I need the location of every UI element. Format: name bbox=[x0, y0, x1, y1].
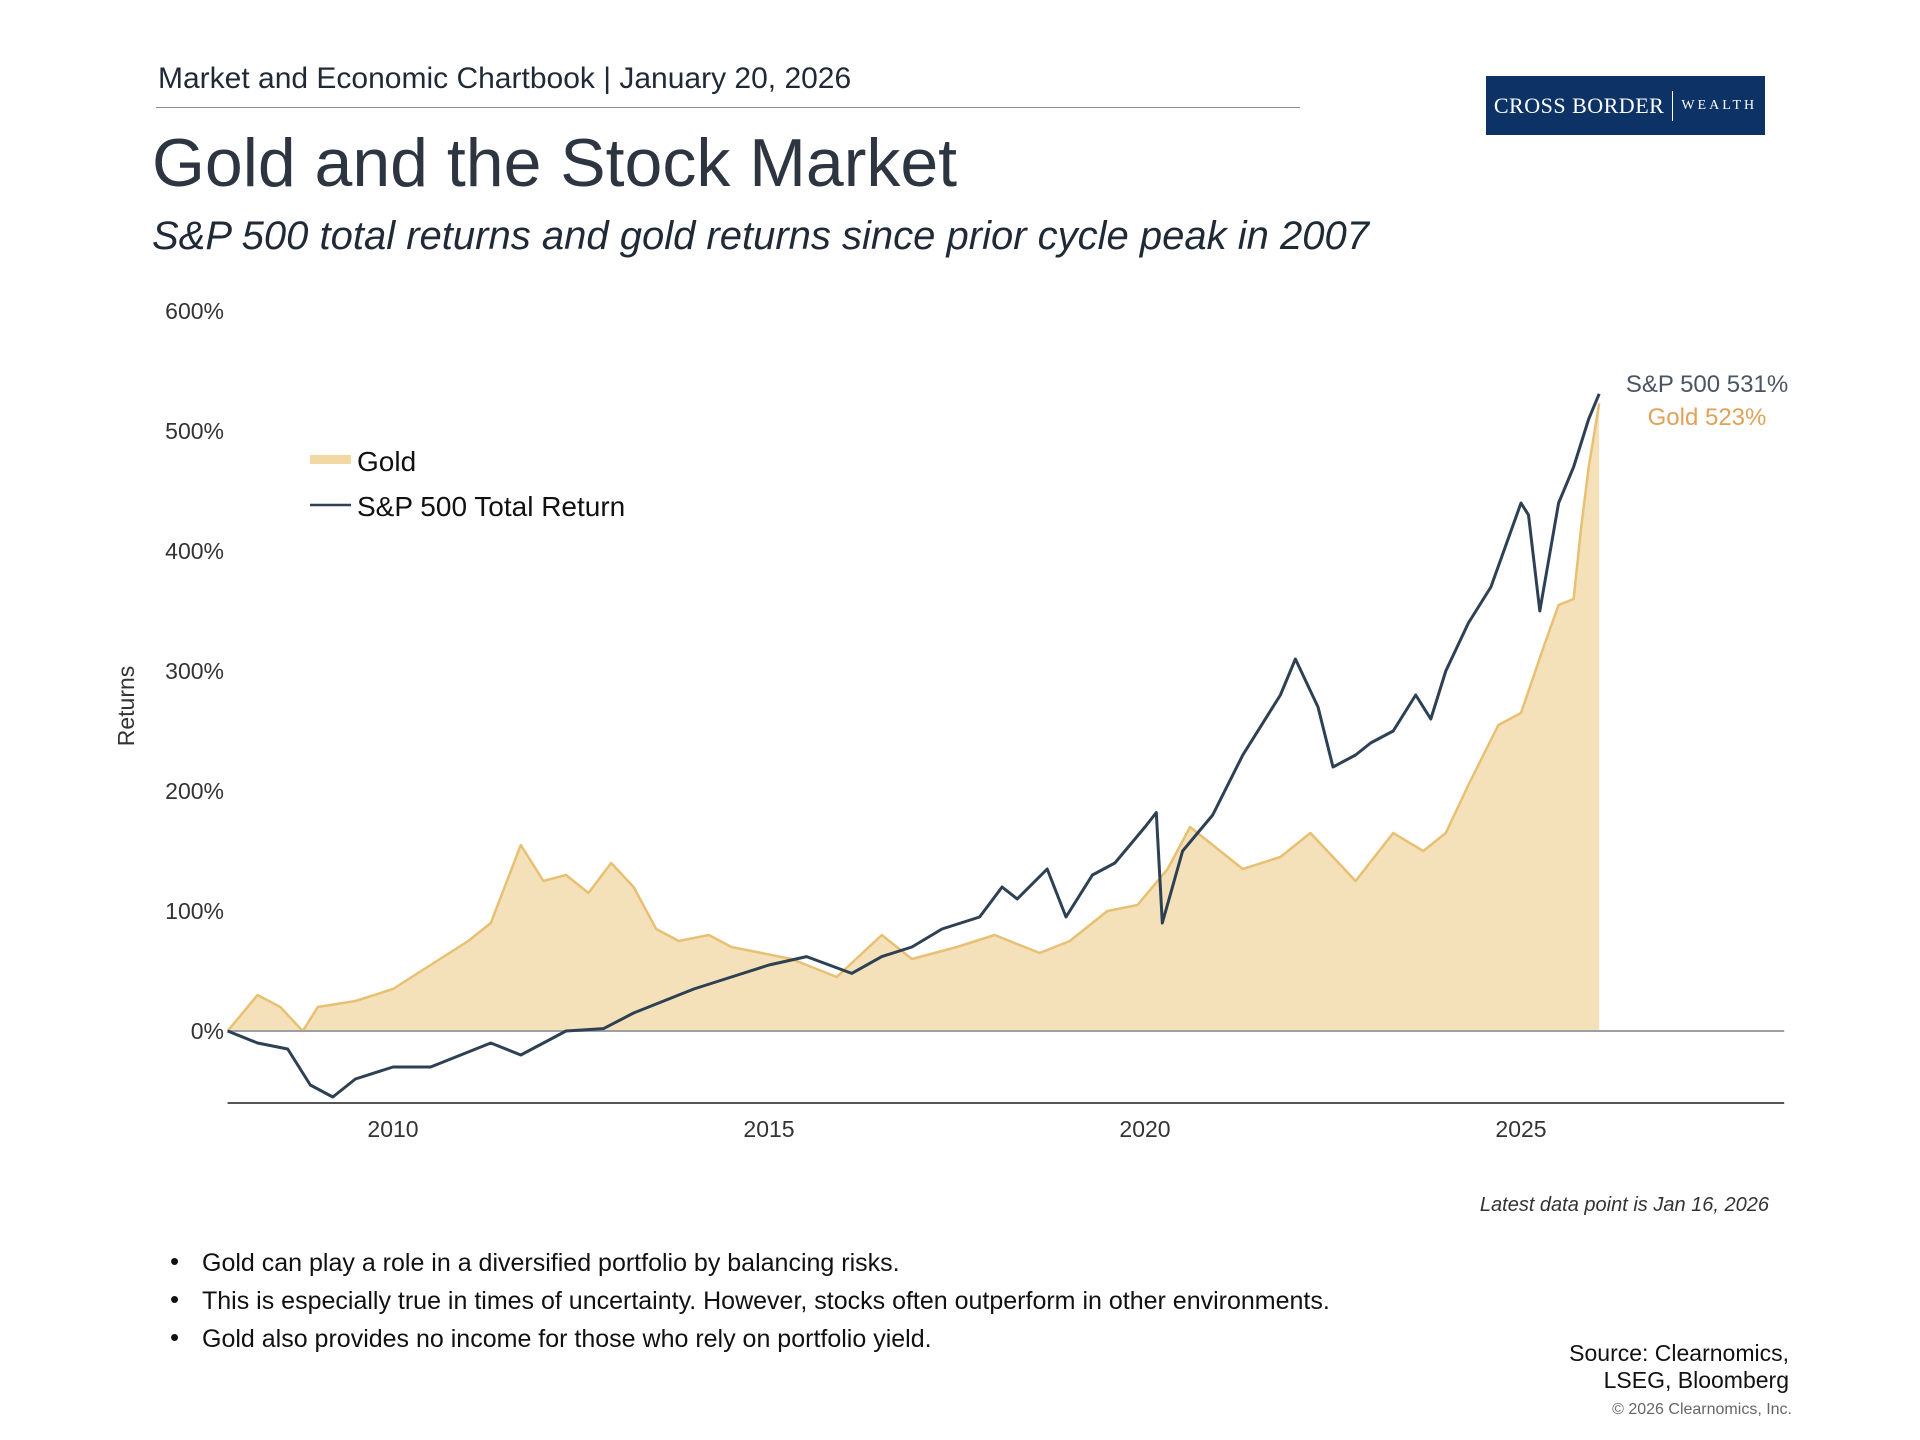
source-note: Source: Clearnomics, LSEG, Bloomberg bbox=[1569, 1340, 1789, 1394]
series-area-gold bbox=[227, 403, 1600, 1031]
legend-label-sp500: S&P 500 Total Return bbox=[357, 491, 625, 522]
y-axis-label: Returns bbox=[113, 666, 139, 747]
bullet-item: Gold also provides no income for those w… bbox=[170, 1322, 1330, 1362]
page-title: Gold and the Stock Market bbox=[152, 125, 958, 201]
y-tick-label: 0% bbox=[191, 1018, 224, 1044]
source-line-2: LSEG, Bloomberg bbox=[1603, 1367, 1789, 1393]
bullet-list: Gold can play a role in a diversified po… bbox=[170, 1246, 1330, 1362]
copyright: © 2026 Clearnomics, Inc. bbox=[1612, 1401, 1792, 1418]
y-tick-label: 200% bbox=[165, 778, 224, 804]
x-tick-label: 2025 bbox=[1495, 1116, 1546, 1142]
header-divider bbox=[156, 107, 1300, 108]
series-line-gold bbox=[226, 403, 1601, 1033]
y-tick-label: 300% bbox=[165, 658, 224, 684]
bullet-item: Gold can play a role in a diversified po… bbox=[170, 1246, 1330, 1286]
logo-text-left: CROSS BORDER bbox=[1493, 92, 1665, 118]
y-tick-label: 100% bbox=[165, 898, 224, 924]
y-tick-label: 500% bbox=[165, 418, 224, 444]
legend-swatch-gold bbox=[310, 455, 351, 464]
x-tick-label: 2010 bbox=[367, 1116, 418, 1142]
end-label-sp500: S&P 500 531% bbox=[1626, 371, 1788, 398]
x-tick-label: 2015 bbox=[743, 1116, 794, 1142]
y-tick-label: 600% bbox=[165, 298, 224, 324]
logo-separator bbox=[1672, 90, 1674, 121]
latest-data-note: Latest data point is Jan 16, 2026 bbox=[1479, 1194, 1769, 1216]
source-line-1: Source: Clearnomics, bbox=[1569, 1340, 1789, 1366]
cross-border-wealth-logo: CROSS BORDER WEALTH bbox=[1486, 76, 1765, 135]
legend-label-gold: Gold bbox=[357, 446, 416, 477]
legend: Gold S&P 500 Total Return bbox=[310, 446, 625, 522]
x-tick-label: 2020 bbox=[1119, 1116, 1170, 1142]
y-tick-label: 400% bbox=[165, 538, 224, 564]
logo-text-right: WEALTH bbox=[1681, 97, 1758, 113]
bullet-item: This is especially true in times of unce… bbox=[170, 1284, 1330, 1324]
series-line-sp500 bbox=[227, 393, 1601, 1099]
chartbook-header: Market and Economic Chartbook | January … bbox=[158, 62, 852, 95]
page-subtitle: S&P 500 total returns and gold returns s… bbox=[152, 214, 1369, 258]
returns-chart: 600% 500% 400% 300% 200% 100% 0% 2010 2015 2020 2… bbox=[113, 298, 1788, 1142]
end-label-gold: Gold 523% bbox=[1648, 404, 1767, 431]
